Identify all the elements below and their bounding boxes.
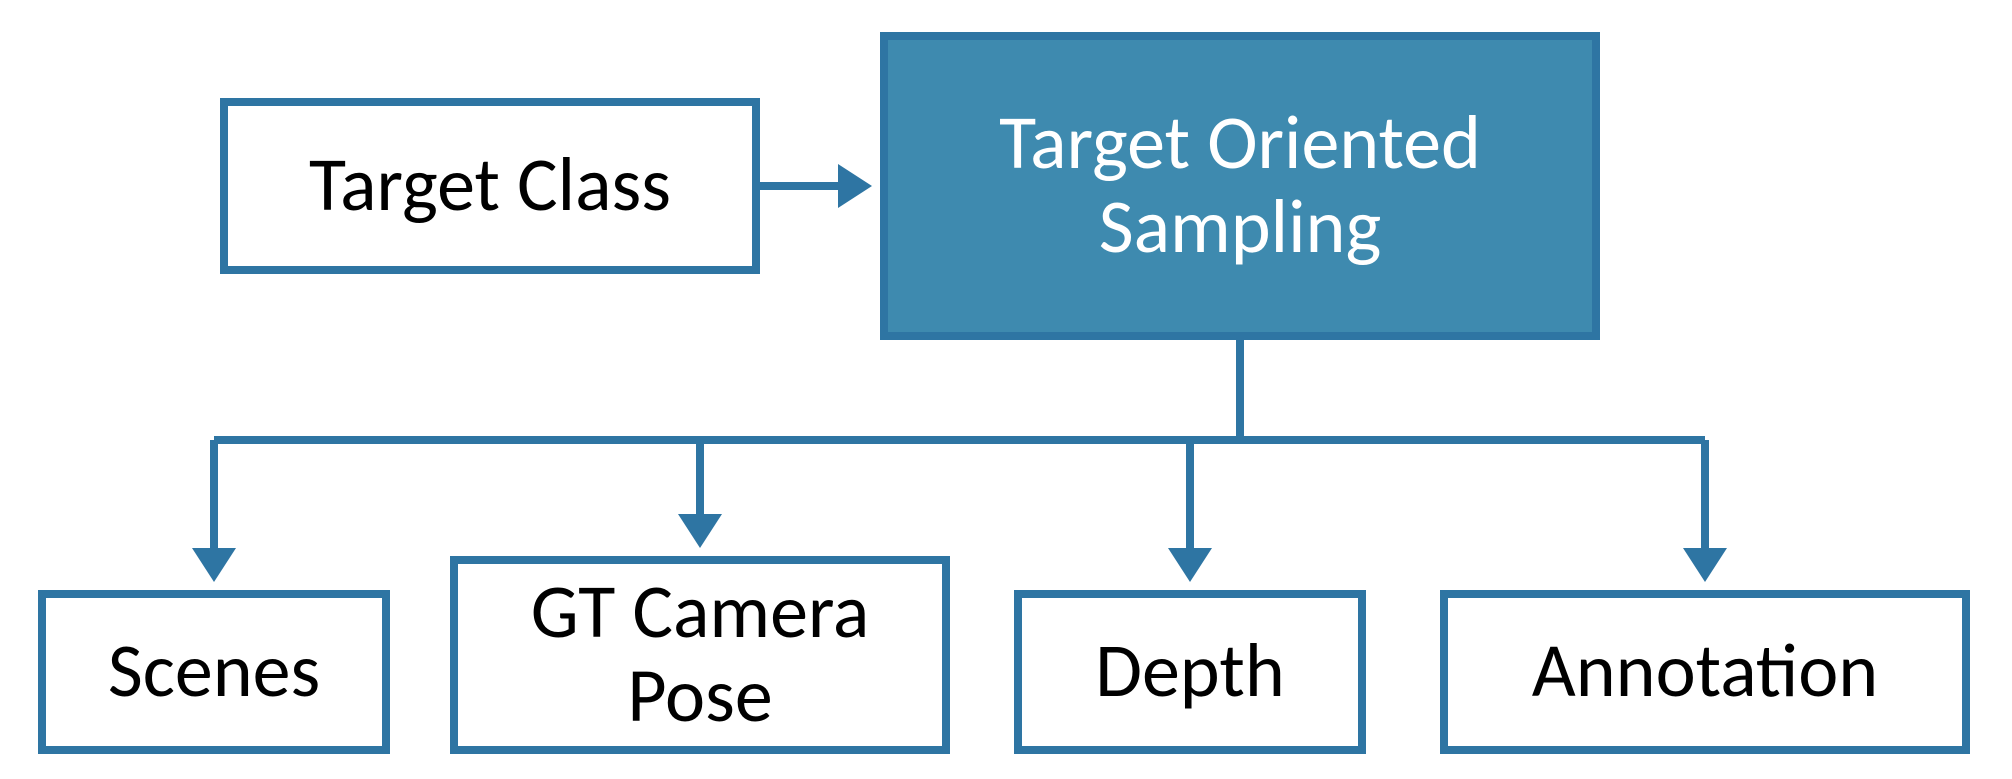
node-target-class-label: Target Class xyxy=(309,144,671,228)
node-annotation-label: Annotation xyxy=(1532,630,1879,714)
node-scenes: Scenes xyxy=(38,590,390,754)
node-target-oriented-sampling: Target Oriented Sampling xyxy=(880,32,1600,340)
node-target-class: Target Class xyxy=(220,98,760,274)
node-target-oriented-sampling-label: Target Oriented Sampling xyxy=(999,102,1481,269)
node-scenes-label: Scenes xyxy=(108,630,320,714)
node-depth: Depth xyxy=(1014,590,1366,754)
node-annotation: Annotation xyxy=(1440,590,1970,754)
node-gt-camera-pose: GT Camera Pose xyxy=(450,556,950,754)
node-gt-camera-pose-label: GT Camera Pose xyxy=(531,571,870,738)
node-depth-label: Depth xyxy=(1095,630,1285,714)
